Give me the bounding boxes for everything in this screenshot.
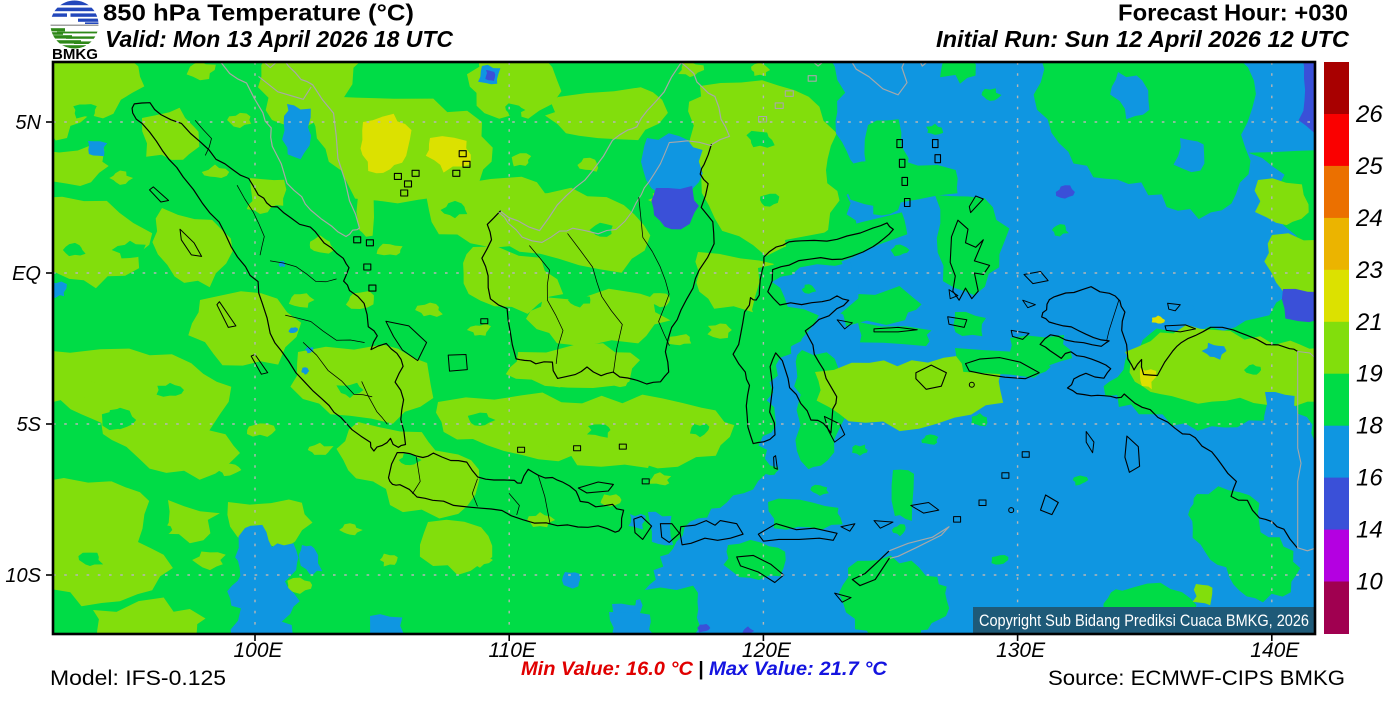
svg-text:EQ: EQ xyxy=(12,263,41,285)
svg-text:|: | xyxy=(698,659,703,680)
svg-text:100E: 100E xyxy=(233,639,283,662)
svg-text:Valid: Mon 13 April 2026 18 UT: Valid: Mon 13 April 2026 18 UTC xyxy=(105,26,453,52)
svg-text:16: 16 xyxy=(1356,465,1383,492)
svg-text:Initial Run: Sun 12 April 2026: Initial Run: Sun 12 April 2026 12 UTC xyxy=(936,26,1349,52)
svg-text:18: 18 xyxy=(1356,413,1383,440)
svg-text:120E: 120E xyxy=(742,639,792,662)
svg-text:110E: 110E xyxy=(488,639,536,662)
svg-text:10: 10 xyxy=(1356,569,1383,596)
svg-text:25: 25 xyxy=(1355,153,1383,180)
svg-text:14: 14 xyxy=(1356,517,1383,544)
svg-text:850 hPa Temperature (°C): 850 hPa Temperature (°C) xyxy=(103,0,414,26)
svg-text:130E: 130E xyxy=(996,639,1046,662)
svg-text:140E: 140E xyxy=(1250,639,1300,662)
svg-text:24: 24 xyxy=(1355,205,1383,232)
svg-text:Max Value: 21.7 °C: Max Value: 21.7 °C xyxy=(709,659,887,680)
svg-text:BMKG: BMKG xyxy=(52,46,98,63)
svg-text:Min Value: 16.0 °C: Min Value: 16.0 °C xyxy=(521,659,693,680)
svg-text:10S: 10S xyxy=(5,565,41,587)
svg-text:26: 26 xyxy=(1355,101,1383,128)
svg-text:5N: 5N xyxy=(15,112,41,134)
svg-text:23: 23 xyxy=(1355,257,1383,284)
svg-text:Forecast Hour: +030: Forecast Hour: +030 xyxy=(1118,0,1348,26)
svg-text:Copyright Sub Bidang Prediksi: Copyright Sub Bidang Prediksi Cuaca BMKG… xyxy=(979,611,1309,630)
svg-text:5S: 5S xyxy=(17,414,42,436)
svg-text:19: 19 xyxy=(1356,361,1383,388)
svg-text:21: 21 xyxy=(1355,309,1383,336)
svg-text:Source: ECMWF-CIPS BMKG: Source: ECMWF-CIPS BMKG xyxy=(1048,667,1345,690)
svg-text:Model: IFS-0.125: Model: IFS-0.125 xyxy=(50,667,226,690)
